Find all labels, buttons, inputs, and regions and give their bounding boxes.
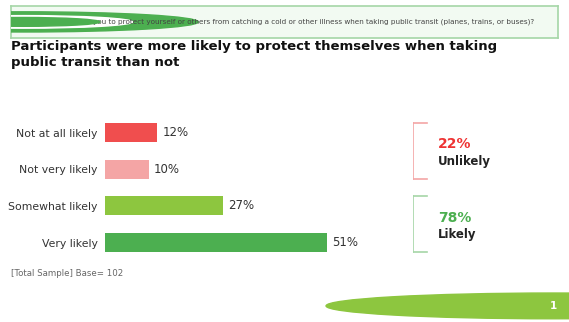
Text: Unlikely: Unlikely <box>438 155 491 168</box>
Text: 22%: 22% <box>438 137 472 151</box>
Text: How likely are you to protect yourself or others from catching a cold or other i: How likely are you to protect yourself o… <box>40 19 534 25</box>
Text: Public Health Agency of Canada  |  ABACUS DATA: Public Health Agency of Canada | ABACUS … <box>35 302 213 309</box>
Text: [Total Sample] Base= 102: [Total Sample] Base= 102 <box>11 269 123 278</box>
Text: 1: 1 <box>550 301 557 311</box>
Bar <box>105 196 222 215</box>
Text: 78%: 78% <box>438 211 472 225</box>
Text: Participants were more likely to protect themselves when taking
public transit t: Participants were more likely to protect… <box>11 40 497 69</box>
Text: 12%: 12% <box>163 126 189 139</box>
Circle shape <box>0 17 100 26</box>
Text: Likely: Likely <box>438 228 477 241</box>
Circle shape <box>0 12 198 32</box>
Text: 10%: 10% <box>154 163 180 176</box>
Bar <box>105 160 149 179</box>
Bar <box>105 233 327 252</box>
Bar <box>7 294 17 303</box>
Bar <box>7 308 17 317</box>
Circle shape <box>0 15 133 28</box>
Circle shape <box>326 293 569 319</box>
Bar <box>19 297 26 315</box>
Bar <box>105 123 158 142</box>
Text: 27%: 27% <box>228 199 254 213</box>
Text: 51%: 51% <box>332 236 358 249</box>
